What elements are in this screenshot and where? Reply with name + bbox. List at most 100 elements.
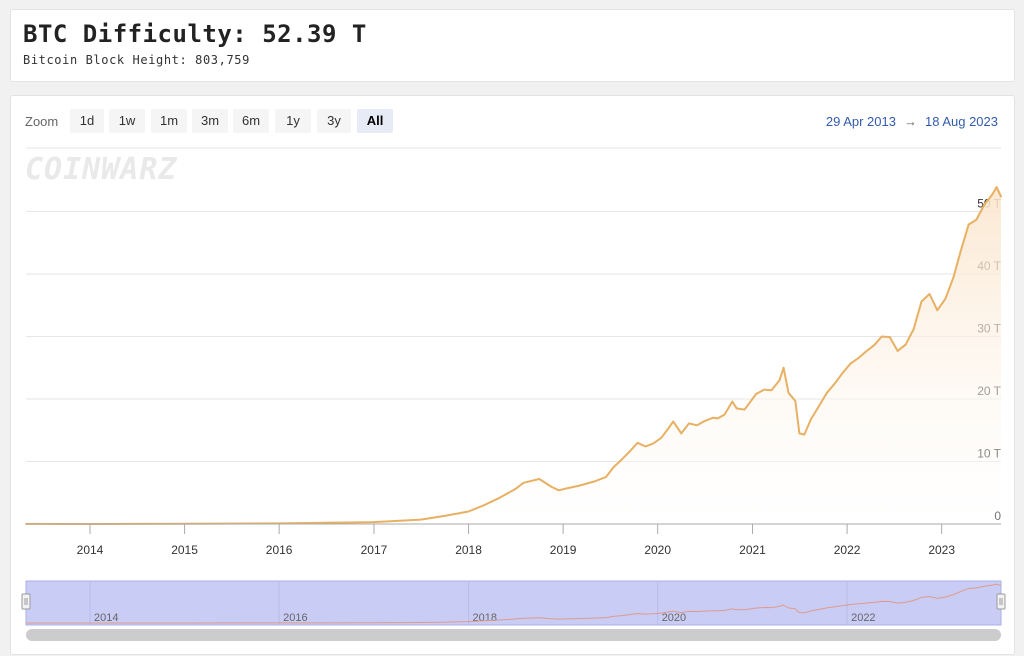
x-tick-label: 2021 [739, 543, 766, 557]
zoom-label: Zoom [25, 114, 59, 129]
zoom-button-1m[interactable]: 1m [151, 109, 187, 133]
navigator-scrollbar[interactable] [26, 629, 1001, 641]
data-point[interactable] [778, 379, 781, 382]
data-point[interactable] [983, 203, 986, 206]
data-point[interactable] [888, 336, 891, 339]
data-point[interactable] [612, 466, 615, 469]
data-point[interactable] [995, 186, 998, 189]
data-point[interactable] [841, 371, 844, 374]
data-point[interactable] [577, 484, 580, 487]
data-point[interactable] [723, 413, 726, 416]
zoom-button-1d[interactable]: 1d [70, 109, 104, 133]
page-title: BTC Difficulty: 52.39 T [23, 20, 367, 48]
data-point[interactable] [794, 399, 797, 402]
data-point[interactable] [652, 442, 655, 445]
data-point[interactable] [636, 441, 639, 444]
data-point[interactable] [696, 424, 698, 427]
data-point[interactable] [550, 485, 552, 488]
zoom-button-3m[interactable]: 3m [192, 109, 228, 133]
data-point[interactable] [731, 400, 734, 403]
data-point[interactable] [620, 458, 623, 461]
data-point[interactable] [557, 489, 560, 492]
zoom-button-all[interactable]: All [357, 109, 393, 133]
data-point[interactable] [896, 349, 899, 352]
range-from-date[interactable]: 29 Apr 2013 [825, 114, 896, 129]
data-point[interactable] [743, 408, 746, 411]
range-arrow-icon: → [903, 114, 917, 129]
data-point[interactable] [565, 487, 568, 490]
data-point[interactable] [959, 250, 962, 253]
data-point[interactable] [668, 426, 671, 429]
data-point[interactable] [912, 328, 915, 330]
navigator-tick-label: 2020 [662, 612, 686, 624]
data-point[interactable] [825, 391, 828, 394]
difficulty-area [26, 187, 1001, 524]
navigator-left-handle[interactable] [21, 593, 31, 610]
data-point[interactable] [936, 309, 939, 312]
data-point[interactable] [604, 476, 607, 479]
data-point[interactable] [735, 407, 738, 410]
x-tick-label: 2019 [550, 543, 577, 557]
data-point[interactable] [672, 420, 675, 423]
data-point[interactable] [944, 298, 947, 300]
x-tick-label: 2023 [928, 543, 955, 557]
data-point[interactable] [787, 391, 790, 394]
data-point[interactable] [644, 445, 647, 448]
data-point[interactable] [810, 418, 812, 420]
data-point[interactable] [904, 343, 907, 346]
zoom-button-6m[interactable]: 6m [233, 109, 269, 133]
data-point[interactable] [593, 480, 596, 483]
data-point[interactable] [482, 504, 485, 507]
data-point[interactable] [498, 496, 501, 499]
data-point[interactable] [967, 223, 970, 226]
date-range: 29 Apr 2013 → 18 Aug 2023 [826, 114, 998, 129]
zoom-button-1w[interactable]: 1w [109, 109, 145, 133]
data-point[interactable] [716, 417, 719, 420]
zoom-button-1y[interactable]: 1y [275, 109, 311, 133]
data-point[interactable] [975, 218, 978, 221]
data-point[interactable] [770, 389, 773, 392]
data-point[interactable] [325, 521, 328, 524]
data-point[interactable] [818, 404, 821, 407]
navigator-right-handle[interactable] [996, 593, 1006, 610]
data-point[interactable] [680, 432, 683, 435]
difficulty-chart: 010 T20 T30 T40 T50 T2014201520162017201… [21, 147, 1006, 641]
data-point[interactable] [755, 393, 758, 395]
navigator-series-line [26, 583, 1002, 624]
data-point[interactable] [857, 356, 860, 359]
data-point[interactable] [703, 419, 706, 422]
navigator-tick-label: 2018 [473, 612, 497, 624]
data-point[interactable] [443, 514, 446, 517]
data-point[interactable] [514, 488, 517, 490]
data-point[interactable] [467, 510, 470, 513]
data-point[interactable] [522, 481, 525, 484]
data-point[interactable] [952, 276, 955, 279]
zoom-button-3y[interactable]: 3y [317, 109, 351, 133]
x-tick-label: 2017 [361, 543, 388, 557]
data-point[interactable] [920, 300, 923, 303]
navigator-window[interactable] [25, 580, 1002, 626]
data-point[interactable] [419, 518, 422, 521]
data-point[interactable] [763, 388, 766, 391]
data-point[interactable] [688, 422, 690, 425]
header-card: BTC Difficulty: 52.39 T Bitcoin Block He… [10, 9, 1015, 82]
data-point[interactable] [628, 450, 631, 453]
data-point[interactable] [538, 478, 541, 480]
data-point[interactable] [798, 432, 801, 435]
data-point[interactable] [849, 362, 852, 365]
data-point[interactable] [373, 521, 375, 524]
difficulty-series-line[interactable] [25, 186, 1002, 525]
data-point[interactable] [803, 433, 806, 436]
data-point[interactable] [991, 193, 994, 196]
data-point[interactable] [711, 416, 714, 419]
data-point[interactable] [1000, 195, 1002, 198]
data-point[interactable] [782, 366, 785, 369]
x-tick-label: 2018 [455, 543, 482, 557]
data-point[interactable] [880, 335, 883, 338]
data-point[interactable] [865, 350, 867, 353]
data-point[interactable] [928, 293, 931, 295]
data-point[interactable] [873, 344, 875, 347]
range-to-date[interactable]: 18 Aug 2023 [924, 114, 998, 129]
data-point[interactable] [660, 436, 663, 439]
data-point[interactable] [834, 382, 836, 385]
